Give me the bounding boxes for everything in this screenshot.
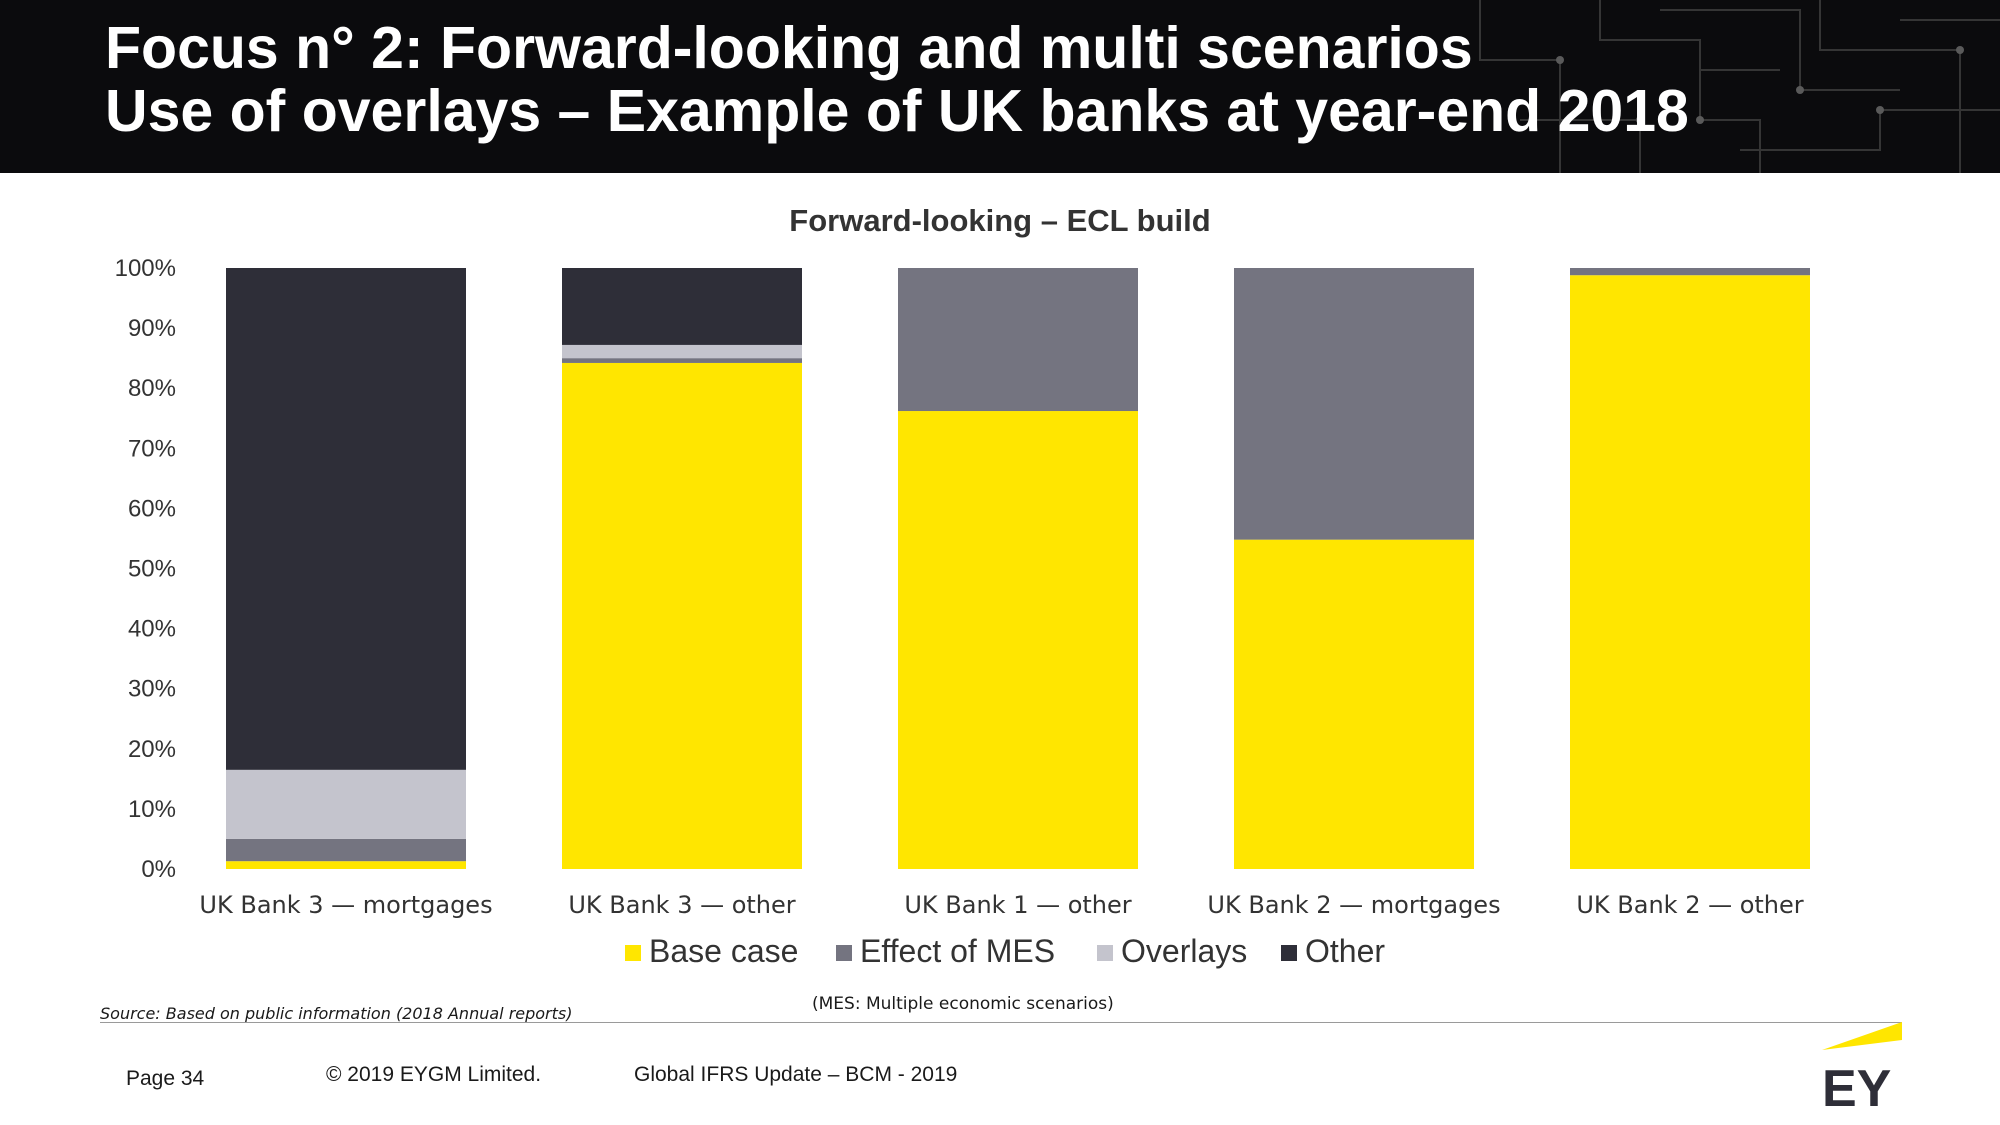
y-tick-label: 20% (128, 736, 176, 763)
bar-segment-base-case (226, 861, 466, 869)
bar-segment-other (562, 268, 802, 345)
y-tick-label: 30% (128, 676, 176, 703)
page-number: Page 34 (126, 1067, 205, 1090)
bar-segment-base-case (562, 362, 802, 869)
mes-footnote: (MES: Multiple economic scenarios) (812, 994, 1114, 1014)
y-tick-label: 10% (128, 796, 176, 823)
ey-logo-beam (1822, 1022, 1902, 1050)
ecl-build-chart: Forward-looking – ECL build 0% 10% 20% 30% 40… (115, 203, 1810, 969)
bar-segment-overlays (562, 344, 802, 359)
y-tick-label: 70% (128, 435, 176, 462)
legend-label: Other (1305, 933, 1385, 969)
legend-label: Base case (649, 933, 798, 969)
slide-title-line-2: Use of overlays – Example of UK banks at… (105, 78, 1689, 144)
x-category-label: UK Bank 2 — other (1576, 891, 1803, 919)
footer-title: Global IFRS Update – BCM - 2019 (634, 1063, 958, 1086)
y-tick-label: 100% (115, 255, 176, 282)
legend-swatch (1281, 945, 1297, 961)
footer-divider (100, 1022, 1902, 1023)
y-tick-label: 80% (128, 375, 176, 402)
bar-segment-overlays (226, 769, 466, 839)
source-note: Source: Based on public information (201… (100, 1004, 573, 1023)
legend-swatch (625, 945, 641, 961)
x-category-label: UK Bank 3 — mortgages (199, 891, 492, 919)
title-banner: Focus n° 2: Forward-looking and multi sc… (0, 0, 2000, 173)
bar-segment-effect-of-mes (562, 358, 802, 363)
copyright-text: © 2019 EYGM Limited. (326, 1063, 542, 1086)
ey-logo: EY (1822, 1022, 1902, 1112)
slide-title-line-1: Focus n° 2: Forward-looking and multi sc… (105, 15, 1473, 81)
bar-segment-effect-of-mes (1570, 268, 1810, 276)
bar-segment-effect-of-mes (898, 268, 1138, 412)
bar-segment-base-case (1234, 539, 1474, 869)
legend-label: Overlays (1121, 933, 1247, 969)
bar-segment-base-case (898, 411, 1138, 869)
legend-swatch (836, 945, 852, 961)
legend-label: Effect of MES (860, 933, 1055, 969)
bar-segment-effect-of-mes (1234, 268, 1474, 540)
y-tick-label: 60% (128, 495, 176, 522)
x-category-label: UK Bank 2 — mortgages (1207, 891, 1500, 919)
bar-segment-base-case (1570, 275, 1810, 869)
legend-swatch (1097, 945, 1113, 961)
bar-segment-other (226, 268, 466, 770)
circuit-background-graphic (1479, 0, 2000, 173)
y-tick-label: 90% (128, 315, 176, 342)
y-tick-label: 40% (128, 616, 176, 643)
chart-title: Forward-looking – ECL build (789, 203, 1210, 238)
x-category-label: UK Bank 3 — other (568, 891, 795, 919)
y-tick-label: 50% (128, 556, 176, 583)
ey-logo-text: EY (1822, 1060, 1891, 1112)
y-tick-label: 0% (141, 856, 176, 883)
x-category-label: UK Bank 1 — other (904, 891, 1131, 919)
bar-segment-effect-of-mes (226, 838, 466, 862)
